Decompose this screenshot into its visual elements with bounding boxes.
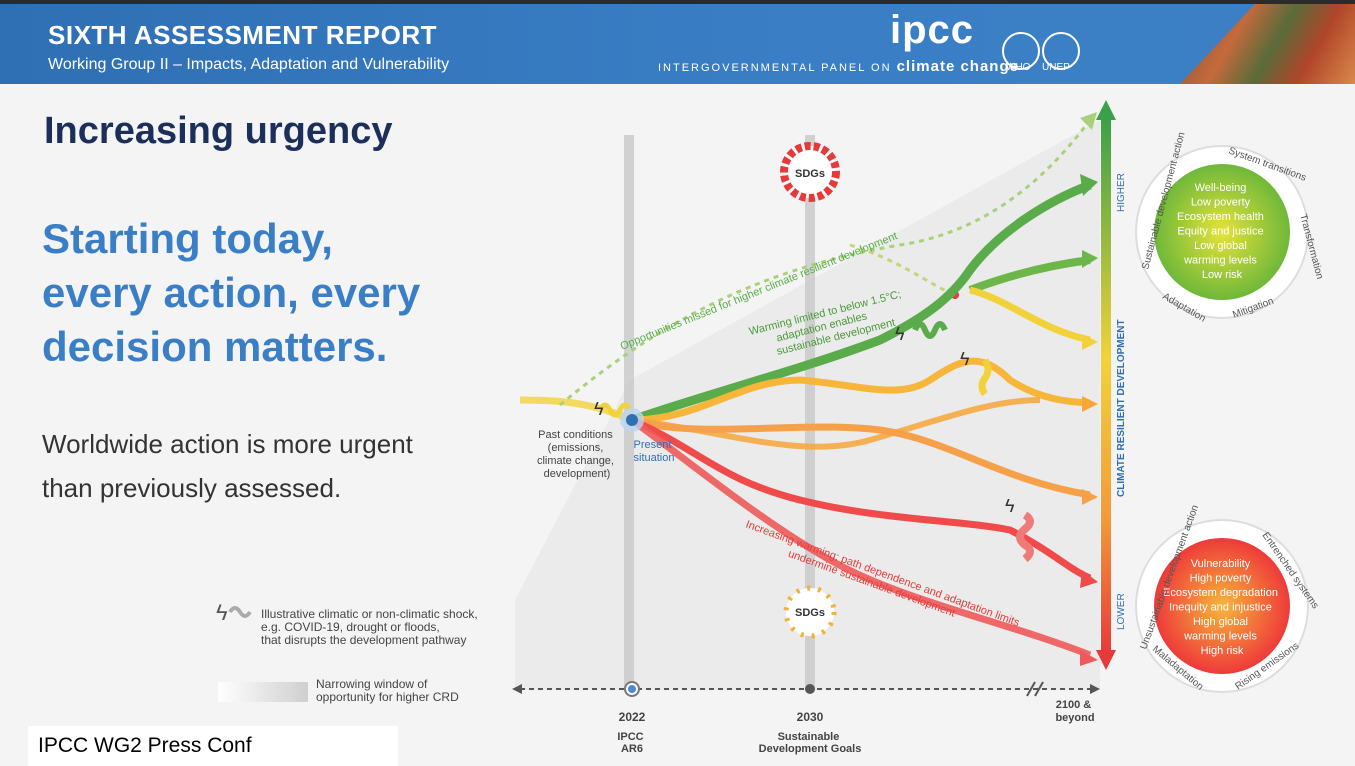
crd-axis: [1101, 118, 1111, 653]
headline-line: decision matters.: [42, 323, 388, 370]
year-2030-line: [805, 135, 815, 690]
year-2030-label: 2030: [797, 710, 824, 724]
year-2100-label: 2100 & beyond: [1055, 699, 1094, 724]
timeline-right-arrowhead: [1090, 684, 1100, 694]
top-strip: [0, 0, 1355, 4]
lightning-icon: ϟ: [895, 324, 905, 344]
body-line: Worldwide action is more urgent: [42, 429, 413, 459]
crd-axis-up-arrowhead: [1096, 100, 1116, 120]
marker-2030: [805, 684, 815, 694]
legend-shock-icon: ϟ: [216, 600, 228, 625]
legend-shock-text: Illustrative climatic or non-climatic sh…: [261, 607, 481, 647]
pathway-green-mid-arrowhead: [1082, 250, 1098, 268]
shock-squiggle-start: [597, 402, 633, 418]
sdg-label-bottom: SDGs: [795, 607, 825, 619]
pathway-orange-1-arrowhead: [1082, 396, 1098, 412]
ipcc-full-emph: climate change: [896, 58, 1019, 75]
headline-line: every action, every: [42, 269, 421, 316]
sdg-label-top: SDGs: [795, 168, 825, 180]
pathway-red-2-arrowhead: [1080, 650, 1098, 666]
report-header: SIXTH ASSESSMENT REPORT Working Group II…: [0, 4, 1355, 84]
headline-line: Starting today,: [42, 215, 333, 262]
timeline-left-arrowhead: [512, 684, 522, 694]
ipcc-full-name: INTERGOVERNMENTAL PANEL ON climate chang…: [658, 58, 1019, 75]
past-conditions-label: Past conditions (emissions, climate chan…: [537, 429, 617, 480]
legend-window-swatch: [218, 682, 308, 702]
pathway-green-mid: [968, 256, 1091, 294]
headline: Starting today, every action, every deci…: [42, 212, 502, 374]
crd-axis-down-arrowhead: [1096, 650, 1116, 670]
report-title: SIXTH ASSESSMENT REPORT: [48, 20, 438, 50]
ipcc-logo: ipcc: [890, 8, 975, 52]
report-subtitle: Working Group II – Impacts, Adaptation a…: [48, 56, 450, 73]
unep-emblem-icon: [1042, 32, 1080, 70]
lightning-icon: ϟ: [960, 349, 970, 369]
axis-crd-label: CLIMATE RESILIENT DEVELOPMENT: [1116, 319, 1127, 497]
sdg-wheel-broken-icon: [783, 585, 837, 639]
lightning-icon: ϟ: [1005, 496, 1015, 516]
pathway-green-high-arrowhead: [1080, 174, 1098, 196]
present-situation-label: Present situation: [634, 439, 675, 464]
who-emblem-icon: [1002, 32, 1040, 70]
pathway-yellow-orange: [631, 357, 1091, 424]
slide-title: Increasing urgency: [44, 110, 393, 152]
pathway-orange-3-arrowhead: [1082, 489, 1098, 505]
pathway-red-1-arrowhead: [1080, 570, 1098, 588]
ipcc-full-prefix: INTERGOVERNMENTAL PANEL ON: [658, 62, 892, 74]
shock-squiggle-green: [912, 321, 948, 339]
year-2030-sub: Sustainable Development Goals: [759, 731, 862, 755]
timeline-break: [1026, 681, 1036, 697]
year-2022-sub: IPCC AR6: [617, 731, 646, 755]
pathway-yellow-1: [969, 286, 1091, 344]
pathway-orange-3: [631, 416, 1091, 499]
present-point: [626, 414, 638, 426]
axis-lower-label: LOWER: [1116, 593, 1127, 630]
footer-caption: IPCC WG2 Press Conf: [28, 726, 398, 766]
body-text: Worldwide action is more urgent than pre…: [42, 422, 492, 510]
pathway-green-high: [630, 180, 1092, 425]
good-outcomes-list: Well-being Low poverty Ecosystem health …: [1177, 182, 1267, 281]
shock-squiggle-red: [1016, 511, 1034, 563]
bad-outcomes-list: Vulnerability High poverty Ecosystem deg…: [1163, 558, 1281, 657]
unep-label: UNEP: [1042, 62, 1070, 73]
legend-shock-squiggle: [228, 606, 252, 618]
lightning-icon: ϟ: [594, 399, 604, 419]
bad-outcome-circle: [1154, 538, 1290, 674]
axis-higher-label: HIGHER: [1116, 173, 1127, 212]
year-2022-label: 2022: [619, 710, 646, 724]
marker-2022-inner: [628, 685, 636, 693]
shock-squiggle-yellow: [978, 358, 992, 397]
pathway-yellow-1-arrowhead: [1082, 334, 1098, 350]
legend-window-text: Narrowing window of opportunity for high…: [316, 677, 459, 704]
sdg-wheel-icon: [780, 142, 840, 202]
timeline-break: [1034, 681, 1044, 697]
body-line: than previously assessed.: [42, 473, 342, 503]
pathway-red-2: [629, 417, 1092, 659]
missed-opportunity-arrowhead: [1080, 112, 1097, 130]
good-outcome-circle: [1154, 164, 1290, 300]
who-label: WHO: [1006, 62, 1031, 73]
footer-text: IPCC WG2 Press Conf: [38, 734, 252, 757]
pathway-red-1: [630, 416, 1092, 582]
